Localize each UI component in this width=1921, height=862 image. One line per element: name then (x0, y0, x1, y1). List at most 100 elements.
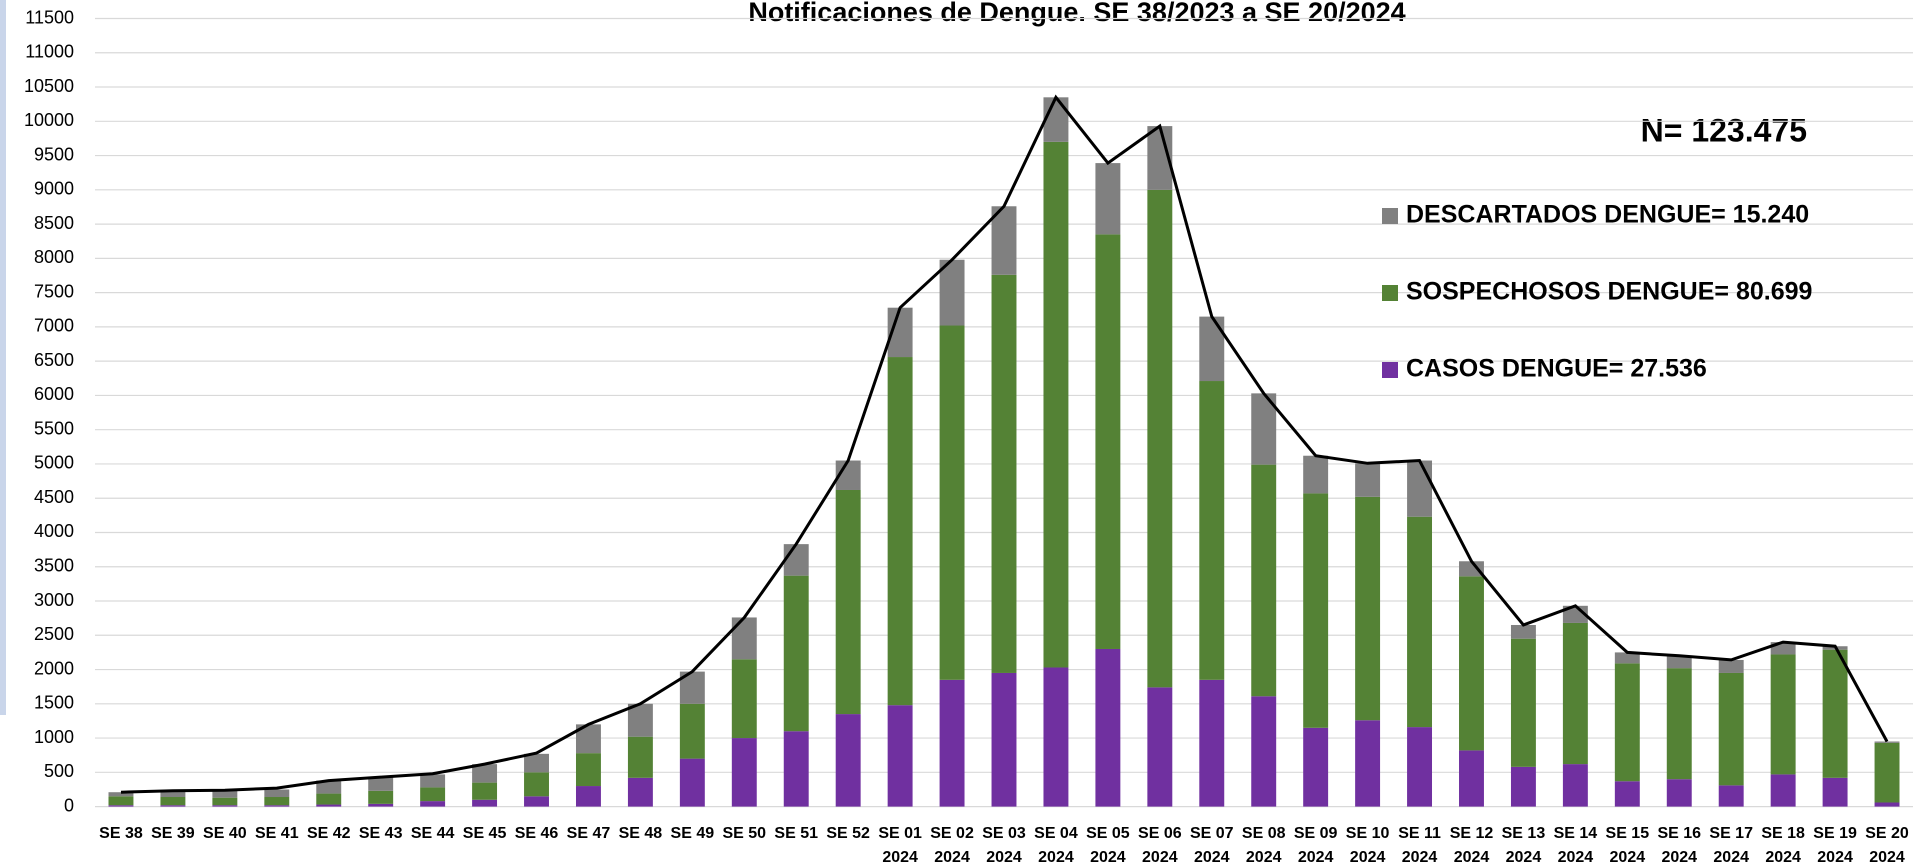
x-tick-label: SE 15 (1606, 825, 1650, 842)
y-tick-label: 3500 (34, 555, 74, 575)
bar-segment (1407, 516, 1433, 728)
bar-segment (472, 799, 498, 807)
x-tick-label: 2024 (1038, 849, 1074, 862)
bar-segment (991, 206, 1017, 275)
x-tick-label: 2024 (1350, 849, 1386, 862)
y-tick-label: 6500 (34, 350, 74, 370)
x-tick-label: SE 45 (463, 825, 507, 842)
legend-label: DESCARTADOS DENGUE= 15.240 (1406, 201, 1809, 229)
bar-segment (1147, 687, 1173, 807)
x-tick-label: SE 38 (99, 825, 143, 842)
y-tick-label: 9000 (34, 179, 74, 199)
bar-segment (783, 575, 809, 732)
x-tick-label: SE 03 (982, 825, 1026, 842)
bar-segment (939, 679, 965, 807)
bar-segment (1043, 97, 1069, 142)
x-tick-label: SE 11 (1398, 825, 1441, 842)
bar-segment (679, 758, 705, 807)
x-tick-label: SE 10 (1346, 825, 1390, 842)
chart-title: Notificaciones de Dengue. SE 38/2023 a S… (748, 0, 1405, 27)
bar-segment (1355, 463, 1381, 497)
bar-segment (212, 797, 238, 806)
bar-segment (575, 786, 601, 807)
x-tick-label: SE 18 (1761, 825, 1805, 842)
y-tick-label: 3000 (34, 590, 74, 610)
bar-segment (991, 274, 1017, 673)
bar-segment (1718, 672, 1744, 786)
bar-segment (212, 805, 238, 807)
bar-segment (731, 617, 757, 660)
bar-segment (1095, 234, 1121, 649)
bar-segment (1510, 638, 1536, 767)
y-tick-label: 4500 (34, 487, 74, 507)
x-tick-label: 2024 (934, 849, 970, 862)
bar-segment (264, 797, 290, 806)
bar-segment (108, 792, 134, 797)
bar-segment (1562, 764, 1588, 807)
bar-segment (1199, 381, 1225, 680)
x-tick-label: SE 06 (1138, 825, 1182, 842)
bar-segment (1614, 663, 1640, 782)
bar-segment (1562, 622, 1588, 765)
annotation: N= 123.475 (1641, 112, 1807, 148)
bar-segment (835, 489, 861, 715)
y-tick-label: 9500 (34, 144, 74, 164)
x-tick-label: SE 40 (203, 825, 247, 842)
x-tick-label: SE 09 (1294, 825, 1338, 842)
y-tick-label: 2500 (34, 624, 74, 644)
y-tick-label: 0 (64, 795, 74, 815)
bar-segment (1459, 750, 1484, 807)
x-tick-label: SE 47 (567, 825, 611, 842)
y-tick-label: 7000 (34, 316, 74, 336)
bar-segment (1459, 576, 1484, 751)
x-tick-label: 2024 (1194, 849, 1230, 862)
bar-segment (316, 780, 342, 794)
bar-segment (887, 705, 913, 807)
bar-segment (1199, 316, 1225, 382)
bar-segment (368, 790, 394, 804)
x-tick-label: 2024 (986, 849, 1022, 862)
x-tick-label: SE 01 (878, 825, 922, 842)
x-tick-label: SE 17 (1709, 825, 1753, 842)
y-tick-label: 2000 (34, 658, 74, 678)
x-tick-label: 2024 (1817, 849, 1853, 862)
bar-segment (160, 791, 186, 798)
bar-segment (1043, 667, 1069, 807)
bar-segment (783, 544, 809, 576)
bar-segment (1303, 727, 1329, 807)
x-tick-label: SE 39 (151, 825, 195, 842)
bar-segment (420, 774, 446, 788)
y-tick-label: 4000 (34, 521, 74, 541)
x-tick-label: SE 51 (774, 825, 818, 842)
bar-segment (1459, 561, 1484, 577)
bar-segment (1770, 654, 1796, 775)
y-tick-label: 11000 (25, 42, 74, 62)
bar-segment (1355, 720, 1381, 807)
x-tick-label: SE 08 (1242, 825, 1286, 842)
bar-segment (108, 805, 134, 807)
x-tick-label: SE 05 (1086, 825, 1130, 842)
x-tick-label: 2024 (1506, 849, 1542, 862)
bar-segment (887, 357, 913, 706)
x-tick-label: 2024 (1246, 849, 1282, 862)
bar-segment (1355, 496, 1381, 721)
y-tick-label: 500 (44, 761, 74, 781)
bar-segment (1095, 163, 1121, 235)
x-tick-label: 2024 (1661, 849, 1697, 862)
y-tick-label: 10000 (24, 110, 74, 130)
x-tick-label: 2024 (1869, 849, 1905, 862)
x-tick-label: 2024 (1713, 849, 1749, 862)
bar-segment (627, 777, 653, 807)
total-line (120, 94, 1889, 794)
bar-segment (1510, 624, 1536, 639)
bar-segment (731, 738, 757, 807)
bar-segment (1303, 493, 1329, 728)
x-tick-label: SE 48 (619, 825, 663, 842)
y-tick-label: 8500 (34, 213, 74, 233)
bar-segment (575, 753, 601, 787)
bar-segment (212, 790, 238, 798)
bar-segment (160, 805, 186, 807)
y-tick-label: 5500 (34, 418, 74, 438)
